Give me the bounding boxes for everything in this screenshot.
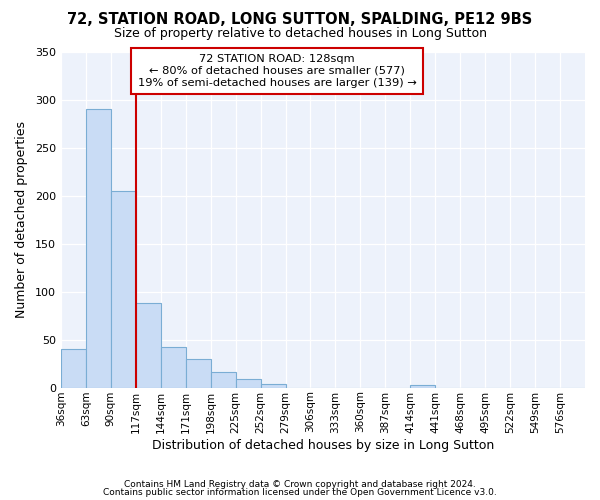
Bar <box>161 348 186 388</box>
Y-axis label: Number of detached properties: Number of detached properties <box>15 121 28 318</box>
Text: Size of property relative to detached houses in Long Sutton: Size of property relative to detached ho… <box>113 28 487 40</box>
Bar <box>410 385 435 388</box>
Bar <box>236 379 260 388</box>
Bar <box>186 359 211 388</box>
Bar <box>111 191 136 388</box>
Text: Contains HM Land Registry data © Crown copyright and database right 2024.: Contains HM Land Registry data © Crown c… <box>124 480 476 489</box>
Text: 72, STATION ROAD, LONG SUTTON, SPALDING, PE12 9BS: 72, STATION ROAD, LONG SUTTON, SPALDING,… <box>67 12 533 28</box>
Text: 72 STATION ROAD: 128sqm
← 80% of detached houses are smaller (577)
19% of semi-d: 72 STATION ROAD: 128sqm ← 80% of detache… <box>138 54 416 88</box>
X-axis label: Distribution of detached houses by size in Long Sutton: Distribution of detached houses by size … <box>152 440 494 452</box>
Bar <box>136 303 161 388</box>
Bar <box>61 349 86 388</box>
Bar <box>260 384 286 388</box>
Bar <box>86 109 111 388</box>
Text: Contains public sector information licensed under the Open Government Licence v3: Contains public sector information licen… <box>103 488 497 497</box>
Bar <box>211 372 236 388</box>
